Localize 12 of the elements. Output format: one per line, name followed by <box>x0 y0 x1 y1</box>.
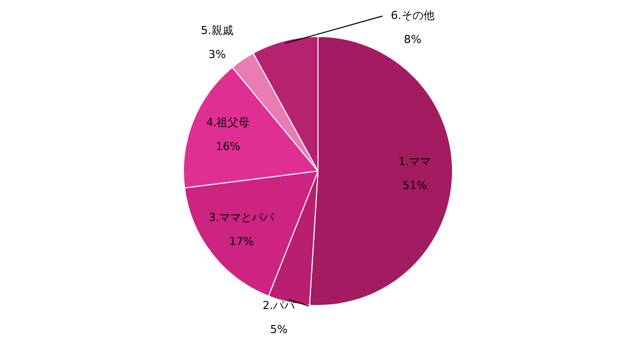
data-label: 17% <box>229 235 254 248</box>
data-label: 51% <box>402 178 428 192</box>
slice-label: 5.親戚 <box>200 24 234 38</box>
data-label: 5% <box>270 322 288 336</box>
data-label: 8% <box>404 32 422 46</box>
slice-label: 2.パパ <box>262 298 296 312</box>
slice-label: 6.その他 <box>390 8 434 22</box>
data-label: 3% <box>208 48 226 62</box>
slice-label: 4.祖父母 <box>206 116 250 130</box>
slice-label: 3.ママとパパ <box>208 211 276 224</box>
data-label: 16% <box>216 140 240 154</box>
slice-label: 1.ママ <box>398 154 432 168</box>
